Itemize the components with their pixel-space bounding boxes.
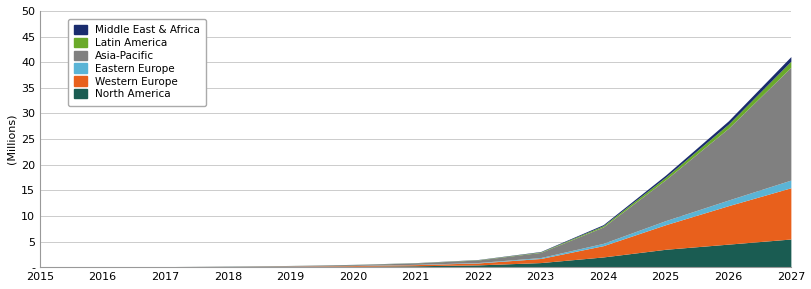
Legend: Middle East & Africa, Latin America, Asia-Pacific, Eastern Europe, Western Europ: Middle East & Africa, Latin America, Asi… <box>68 19 206 105</box>
Y-axis label: (Millions): (Millions) <box>7 114 17 164</box>
